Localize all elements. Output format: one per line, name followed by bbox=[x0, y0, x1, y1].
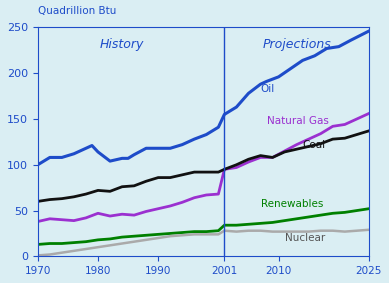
Text: Nuclear: Nuclear bbox=[285, 233, 325, 243]
Text: Oil: Oil bbox=[261, 84, 275, 94]
Text: Renewables: Renewables bbox=[261, 199, 323, 209]
Text: Coal: Coal bbox=[303, 140, 326, 150]
Text: History: History bbox=[100, 38, 144, 51]
Text: Natural Gas: Natural Gas bbox=[266, 116, 328, 126]
Text: Quadrillion Btu: Quadrillion Btu bbox=[38, 7, 116, 16]
Text: Projections: Projections bbox=[262, 38, 331, 51]
